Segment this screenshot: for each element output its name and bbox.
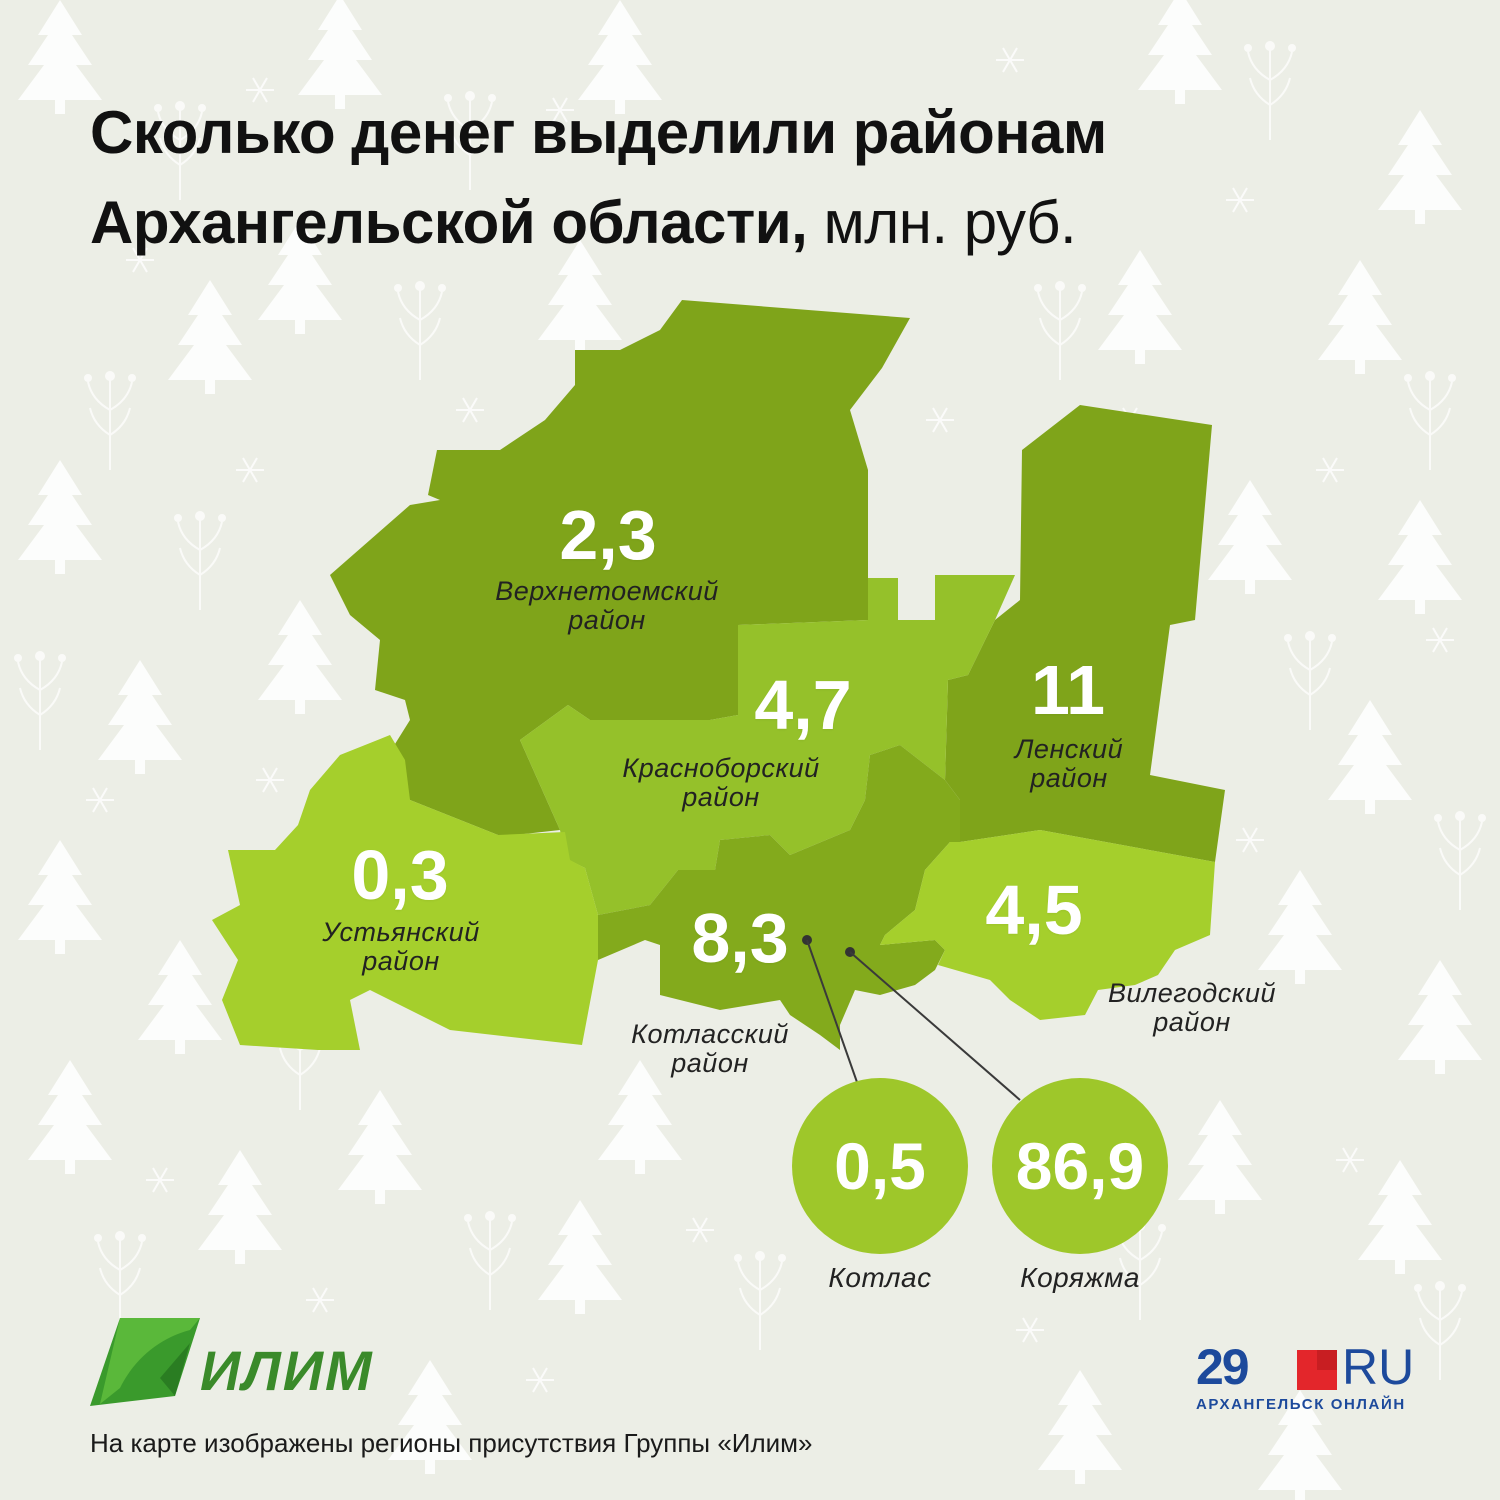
kotlas-circle: 0,5 (792, 1078, 968, 1254)
district-area-vilegodsky (880, 830, 1215, 1020)
krasnoborsky-value: 4,7 (754, 666, 852, 744)
koryazhma-name: Коряжма (1020, 1262, 1140, 1293)
ustyansky-value: 0,3 (351, 836, 449, 914)
verkhnetoemsky-label-line2: район (568, 605, 646, 635)
kotlassky-label: Котласский район (631, 1020, 789, 1078)
ustyansky-label: Устьянский район (322, 918, 479, 976)
kotlassky-label-line2: район (671, 1048, 749, 1078)
ilim-logo-text: ИЛИМ (200, 1339, 374, 1402)
page-title: Сколько денег выделили районам Архангель… (90, 88, 1107, 268)
kotlas-name: Котлас (828, 1262, 932, 1293)
krasnoborsky-label-line2: район (682, 782, 760, 812)
verkhnetoemsky-label: Верхнетоемский район (495, 577, 719, 635)
koryazhma-value: 86,9 (1015, 1129, 1145, 1203)
district-area-verkhnetoemsky (330, 300, 910, 835)
district-area-kotlassky (598, 745, 960, 1050)
district-area-lensky (945, 405, 1225, 862)
koryazhma-leader-line (849, 951, 1021, 1101)
vilegodsky-value: 4,5 (985, 871, 1083, 949)
lensky-value: 11 (1031, 651, 1105, 729)
vilegodsky-label-line2: район (1153, 1007, 1231, 1037)
ustyansky-label-line2: район (362, 946, 440, 976)
vilegodsky-label: Вилегодский район (1108, 979, 1276, 1037)
verkhnetoemsky-label-line1: Верхнетоемский (495, 576, 719, 606)
koryazhma-circle: 86,9 (992, 1078, 1168, 1254)
district-area-ustyansky (212, 735, 598, 1050)
title-line-2-bold: Архангельской области, (90, 189, 808, 256)
kotlas-value: 0,5 (834, 1129, 926, 1203)
site-logo-subtitle: АРХАНГЕЛЬСК ОНЛАЙН (1196, 1396, 1406, 1413)
ilim-leaf-logo-icon (90, 1318, 200, 1406)
krasnoborsky-label: Красноборский район (622, 754, 819, 812)
lensky-label: Ленский район (1015, 735, 1123, 793)
vilegodsky-label-line1: Вилегодский (1107, 978, 1277, 1008)
site-logo-ru: RU (1342, 1339, 1415, 1395)
kotlassky-label-line1: Котласский (631, 1019, 789, 1049)
kotlas-leader-line (806, 939, 859, 1086)
ustyansky-label-line1: Устьянский (322, 917, 480, 947)
site-logo-red-square-icon (1297, 1350, 1337, 1390)
footnote: На карте изображены регионы присутствия … (90, 1428, 813, 1458)
lensky-label-line2: район (1030, 763, 1108, 793)
district-area-krasnoborsky (520, 575, 1015, 915)
krasnoborsky-label-line1: Красноборский (622, 753, 820, 783)
lensky-label-line1: Ленский (1014, 734, 1124, 764)
title-line-1: Сколько денег выделили районам (90, 99, 1107, 166)
verkhnetoemsky-value: 2,3 (559, 496, 657, 574)
site-logo-number: 29 (1196, 1339, 1250, 1395)
kotlassky-value: 8,3 (691, 899, 789, 977)
title-unit: млн. руб. (807, 189, 1077, 256)
